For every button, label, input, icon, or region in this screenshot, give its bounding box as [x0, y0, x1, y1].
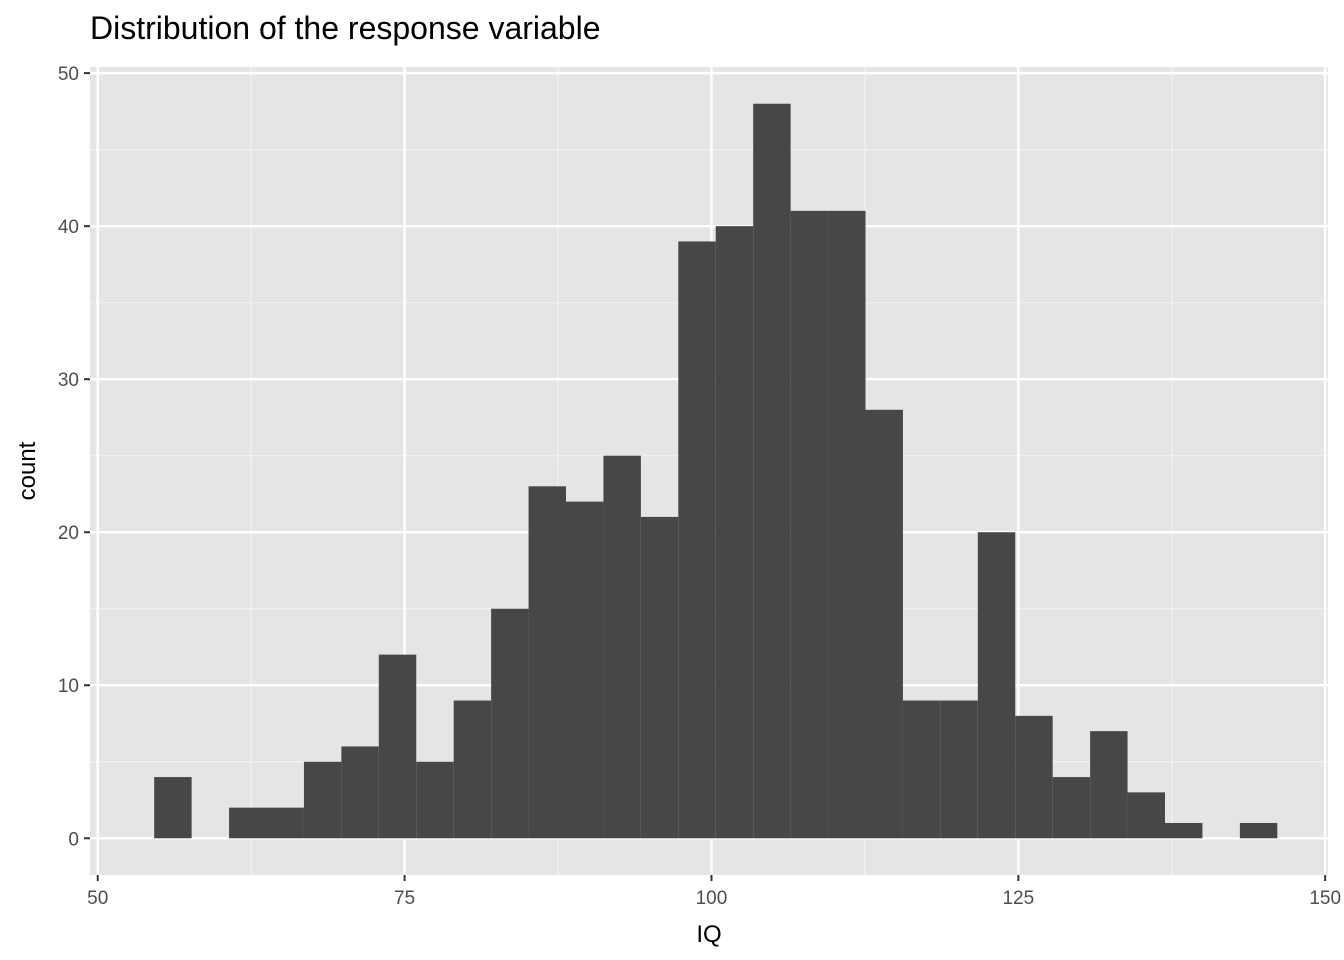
- histogram-bar: [416, 761, 454, 839]
- histogram-bar: [1090, 731, 1128, 839]
- histogram-bar: [229, 807, 267, 839]
- histogram-bar: [902, 700, 941, 839]
- histogram-bar: [678, 241, 716, 839]
- x-tick-label: 50: [87, 888, 108, 909]
- x-tick-label: 100: [696, 888, 728, 909]
- histogram-bar: [154, 777, 192, 839]
- x-axis-title: IQ: [696, 921, 721, 948]
- x-tick-label: 150: [1309, 888, 1341, 909]
- histogram-bar: [977, 532, 1016, 839]
- histogram-bar: [528, 486, 567, 839]
- histogram-bar: [1052, 777, 1091, 839]
- histogram-bar: [1127, 792, 1165, 839]
- x-axis: 50 75 100 125 150: [87, 875, 1341, 909]
- y-tick-label: 40: [58, 217, 79, 238]
- y-tick-label: 50: [58, 64, 79, 85]
- histogram-bar: [491, 608, 529, 839]
- histogram-bar: [303, 761, 342, 839]
- histogram-bar: [266, 807, 304, 839]
- histogram-bar: [865, 409, 903, 839]
- chart-title: Distribution of the response variable: [90, 10, 601, 46]
- histogram-bar: [753, 103, 791, 839]
- histogram-bar: [566, 501, 604, 839]
- histogram-bar: [453, 700, 492, 839]
- histogram-bar: [940, 700, 978, 839]
- x-tick-label: 125: [1002, 888, 1034, 909]
- y-tick-label: 0: [68, 829, 79, 850]
- histogram-bar: [1164, 822, 1203, 839]
- histogram-bar: [828, 210, 866, 839]
- histogram-bar: [1239, 822, 1278, 839]
- histogram-bar: [715, 226, 754, 839]
- histogram-bar: [640, 516, 679, 839]
- y-axis-title: count: [14, 441, 41, 500]
- y-axis: 0 10 20 30 40 50: [58, 64, 90, 850]
- histogram-bar: [341, 746, 379, 839]
- x-tick-label: 75: [394, 888, 415, 909]
- y-tick-label: 20: [58, 523, 79, 544]
- y-tick-label: 30: [58, 370, 79, 391]
- histogram-bar: [790, 210, 829, 839]
- histogram-bar: [603, 455, 641, 839]
- histogram-bars: [154, 103, 1278, 839]
- histogram-bar: [1015, 715, 1053, 839]
- histogram-bar: [378, 654, 417, 839]
- y-tick-label: 10: [58, 676, 79, 697]
